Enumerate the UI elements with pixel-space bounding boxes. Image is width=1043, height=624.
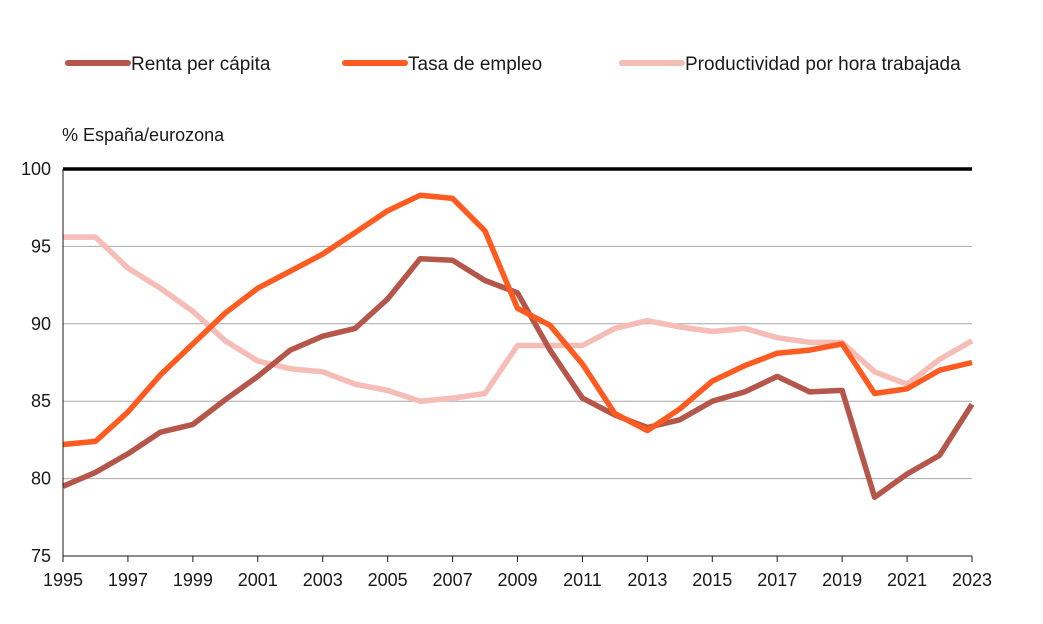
x-tick-label: 2007: [433, 570, 473, 590]
x-tick-label: 2011: [563, 570, 602, 590]
x-tick-label: 1995: [43, 570, 83, 590]
x-tick-label: 2021: [887, 570, 927, 590]
series-line-0: [61, 256, 975, 500]
series-line-1: [62, 192, 973, 448]
x-tick-label: 2009: [497, 570, 537, 590]
legend-label-1: Tasa de empleo: [408, 54, 542, 75]
x-tick-label: 2017: [757, 570, 797, 590]
y-tick-label: 75: [31, 546, 51, 566]
gridlines: [63, 167, 972, 480]
y-tick-label: 95: [31, 236, 51, 256]
series-line-2: [63, 234, 974, 404]
x-tick-label: 1997: [108, 570, 148, 590]
legend-label-2: Productividad por hora trabajada: [685, 54, 961, 75]
y-tick-label: 100: [21, 159, 51, 179]
legend-label-0: Renta per cápita: [131, 54, 271, 75]
x-tick-label: 2005: [368, 570, 408, 590]
x-tick-label: 2015: [692, 570, 732, 590]
y-tick-label: 90: [31, 314, 51, 334]
x-tick-label: 2023: [952, 570, 992, 590]
x-axis-ticks: 1995 1997 1999 2001 2003 2005 2007 2009 2011 2013…: [43, 556, 992, 590]
x-tick-label: 2019: [822, 570, 862, 590]
x-tick-label: 2013: [627, 570, 667, 590]
x-tick-label: 2003: [303, 570, 343, 590]
y-axis-unit-label: % España/eurozona: [62, 125, 225, 145]
y-tick-label: 80: [31, 469, 51, 489]
x-tick-label: 1999: [173, 570, 213, 590]
x-tick-label: 2001: [238, 570, 278, 590]
series-lines: [61, 192, 975, 500]
y-axis-ticks: 75 80 85 90 95 100: [21, 159, 51, 566]
legend: Renta per cápita Tasa de empleo Productivi…: [65, 54, 961, 75]
y-tick-label: 85: [31, 391, 51, 411]
